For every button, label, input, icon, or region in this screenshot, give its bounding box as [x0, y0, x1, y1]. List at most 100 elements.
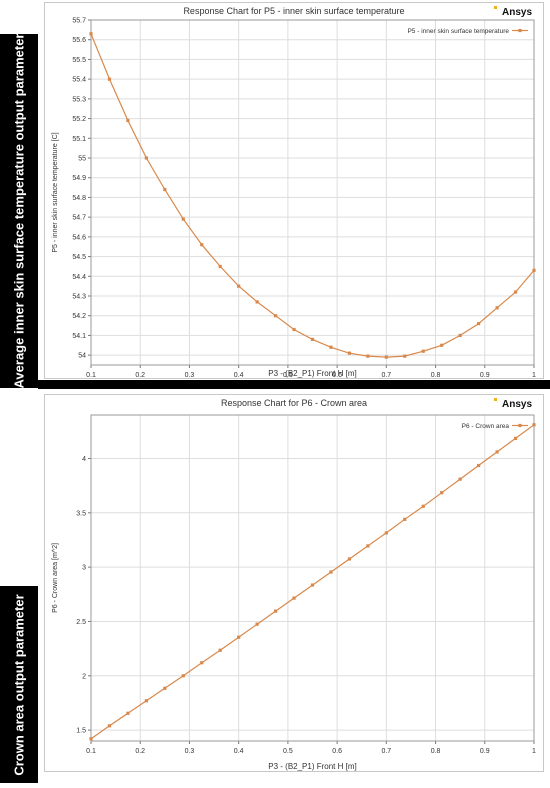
- chart1-y-tick-label: 55: [78, 156, 86, 163]
- chart2-y-tick-label: 3: [82, 565, 86, 572]
- chart1-y-tick-label: 54.2: [72, 313, 86, 320]
- chart2-title: Response Chart for P6 - Crown area: [221, 398, 367, 408]
- chart2-data-point: [200, 661, 204, 665]
- chart2-data-point: [440, 491, 444, 495]
- chart2-data-point: [144, 699, 148, 703]
- chart1-data-point: [384, 355, 388, 359]
- chart2-data-point: [89, 737, 93, 741]
- chart2-legend-label: P6 - Crown area: [462, 423, 510, 430]
- chart2-x-tick-label: 0.8: [431, 748, 441, 755]
- chart-frame-1: Response Chart for P5 - inner skin surfa…: [44, 2, 544, 379]
- chart2-data-point: [255, 622, 259, 626]
- chart2-data-point: [384, 531, 388, 535]
- chart2-data-point: [495, 450, 499, 454]
- chart1-x-tick-label: 1: [532, 372, 536, 378]
- chart1-ansys-logo: Ansys: [502, 7, 532, 18]
- chart1-x-axis-label: P3 - (B2_P1) Front H [m]: [268, 369, 356, 378]
- chart2-data-point: [292, 596, 296, 600]
- chart1-data-point: [458, 333, 462, 338]
- chart1-data-point: [273, 314, 278, 318]
- chart2-data-point: [107, 724, 112, 728]
- chart2-y-tick-label: 2.5: [76, 619, 86, 626]
- chart1-y-tick-label: 54.4: [72, 274, 86, 281]
- chart1-x-tick-label: 0.3: [185, 372, 195, 378]
- side-band-2: Crown area output parameter: [0, 586, 38, 783]
- chart2-x-tick-label: 0.7: [381, 748, 391, 755]
- chart1-x-tick-label: 0.9: [480, 372, 490, 378]
- chart1-plot-border: [90, 19, 535, 366]
- chart2-data-point: [237, 635, 241, 639]
- chart2-y-tick-label: 4: [82, 456, 86, 463]
- chart1-data-point: [255, 300, 259, 304]
- chart1-data-point: [366, 354, 370, 358]
- chart1-data-point: [181, 217, 185, 221]
- response-chart-p6: Response Chart for P6 - Crown area Ansys 0…: [52, 398, 536, 771]
- chart1-x-tick-label: 0.5: [283, 372, 293, 378]
- chart2-x-axis-label: P3 - (B2_P1) Front H [m]: [268, 762, 356, 771]
- chart1-y-tick-label: 54.7: [72, 215, 86, 222]
- chart1-x-tick-label: 0.2: [135, 372, 145, 378]
- chart1-data-point: [329, 345, 333, 349]
- chart2-plot-area: [90, 414, 535, 742]
- chart2-x-tick-label: 0.4: [234, 748, 244, 755]
- chart1-data-point: [163, 187, 167, 192]
- chart1-data-point: [218, 264, 222, 269]
- chart2-x-tick-label: 0.2: [135, 748, 145, 755]
- chart1-data-point: [237, 284, 241, 288]
- chart1-data-point: [513, 290, 518, 294]
- chart1-y-tick-label: 54.6: [72, 234, 86, 241]
- chart1-data-point: [107, 77, 112, 81]
- chart1-x-tick-label: 0.1: [86, 372, 96, 378]
- chart2-y-tick-label: 1.5: [76, 728, 86, 735]
- side-band-1: Average inner skin surface temperature o…: [0, 34, 38, 388]
- chart2-data-point: [513, 436, 518, 440]
- chart2-data-point: [347, 557, 352, 561]
- chart2-data-point: [366, 544, 370, 548]
- chart1-data-point: [421, 349, 425, 353]
- chart2-x-tick-label: 1: [532, 748, 536, 755]
- chart1-data-point: [144, 156, 148, 160]
- chart2-x-tick-label: 0.1: [86, 748, 96, 755]
- chart1-x-tick-label: 0.4: [234, 372, 244, 378]
- chart2-data-point: [477, 463, 481, 468]
- side-label-1: Average inner skin surface temperature o…: [11, 33, 27, 389]
- chart1-ansys-logo-mark: [494, 6, 497, 9]
- chart1-data-point: [532, 268, 536, 272]
- side-label-2: Crown area output parameter: [11, 593, 27, 776]
- chart1-data-point: [200, 243, 204, 247]
- chart2-data-point: [273, 609, 278, 613]
- chart1-y-tick-label: 55.3: [72, 96, 86, 103]
- chart1-data-point: [477, 322, 481, 326]
- chart1-y-tick-label: 55.7: [72, 18, 86, 25]
- chart2-data-point: [181, 674, 185, 678]
- chart1-y-tick-label: 54: [78, 353, 86, 360]
- chart1-y-tick-label: 55.6: [72, 37, 86, 44]
- chart1-plot-area: [90, 19, 535, 366]
- chart2-data-point: [126, 711, 130, 715]
- chart2-data-point: [218, 648, 222, 652]
- chart1-data-point: [310, 337, 315, 341]
- chart1-y-tick-label: 54.3: [72, 294, 86, 301]
- chart2-data-point: [458, 477, 462, 481]
- chart1-x-tick-label: 0.6: [332, 372, 342, 378]
- chart1-y-tick-label: 54.8: [72, 195, 86, 202]
- chart2-data-point: [163, 686, 167, 690]
- chart1-y-tick-label: 54.5: [72, 254, 86, 261]
- chart1-y-axis-label: P5 - inner skin surface temperature [C]: [52, 132, 59, 252]
- chart1-title: Response Chart for P5 - inner skin surfa…: [183, 6, 404, 16]
- chart2-data-point: [329, 570, 333, 574]
- chart1-data-point: [403, 354, 407, 358]
- chart2-plot-border: [90, 414, 535, 742]
- chart2-data-point: [403, 517, 407, 521]
- chart1-data-point: [292, 327, 296, 332]
- chart1-y-tick-label: 55.5: [72, 57, 86, 64]
- chart2-x-tick-label: 0.6: [332, 748, 342, 755]
- chart1-x-tick-label: 0.8: [431, 372, 441, 378]
- chart1-data-point: [89, 32, 93, 36]
- chart1-legend-marker: [518, 28, 522, 33]
- chart2-data-point: [532, 423, 536, 427]
- chart1-data-point: [440, 343, 444, 347]
- chart1-data-point: [347, 351, 352, 355]
- chart2-x-tick-label: 0.5: [283, 748, 293, 755]
- response-chart-p5: Response Chart for P5 - inner skin surfa…: [52, 6, 536, 379]
